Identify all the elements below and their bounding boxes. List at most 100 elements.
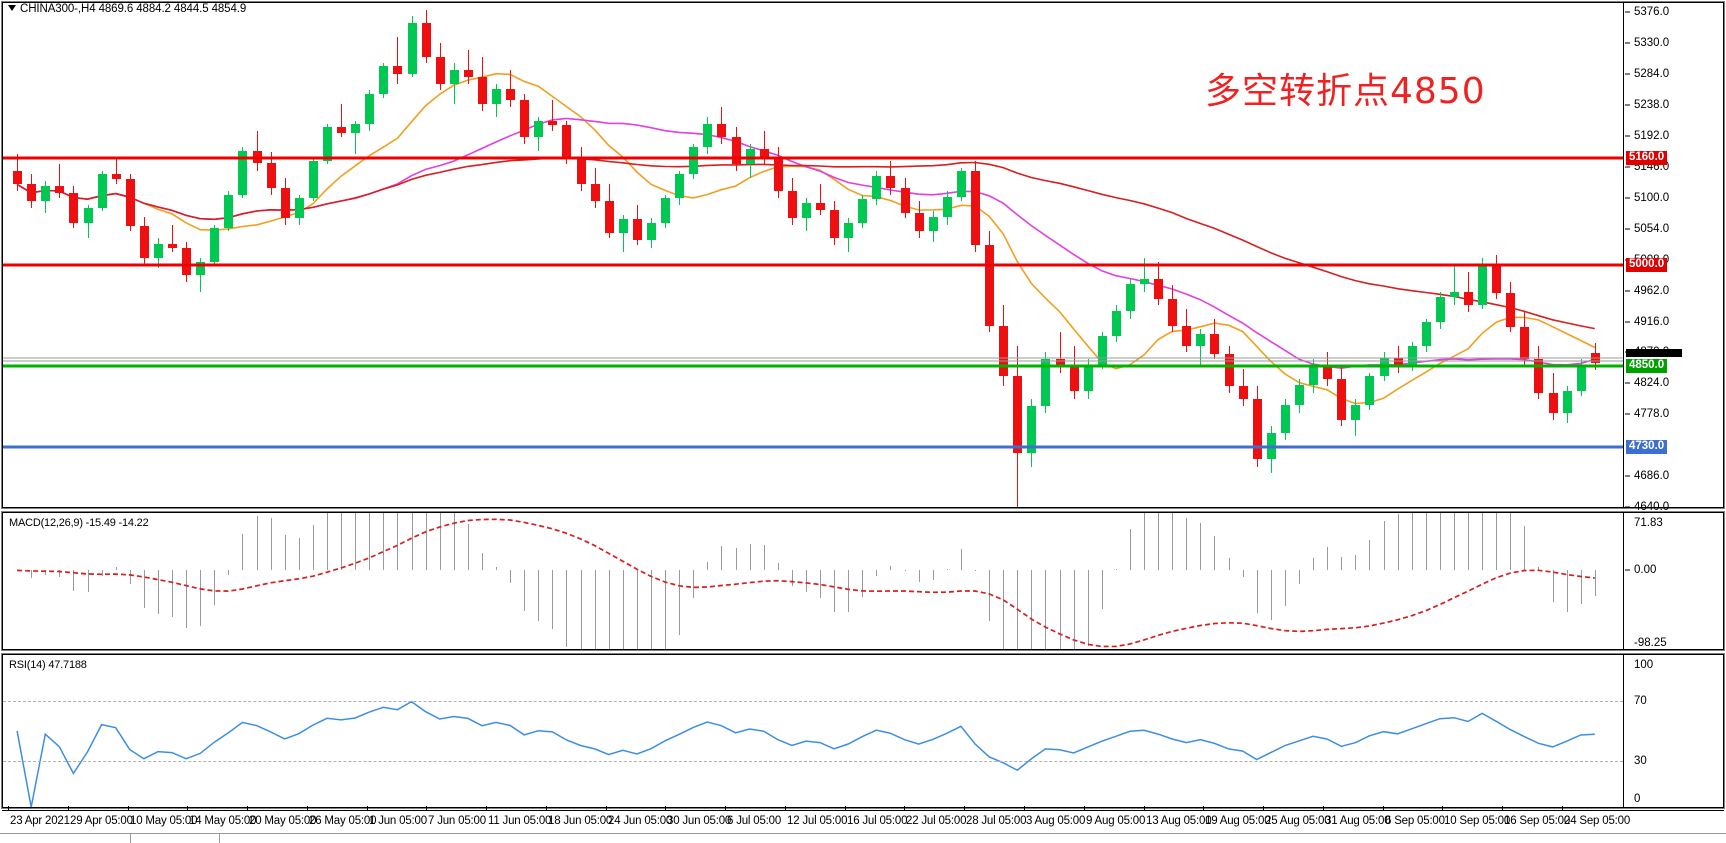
macd-hist-bar: [581, 570, 582, 649]
macd-hist-bar: [933, 570, 934, 581]
macd-tick-label: -98.25: [1634, 637, 1667, 649]
price-tick-label: 4962.0: [1634, 284, 1670, 297]
macd-hist-bar: [200, 570, 201, 626]
macd-hist-bar: [1003, 570, 1004, 649]
level-line-pivot-4850[interactable]: [3, 364, 1623, 368]
rsi-tick-label: 0: [1634, 793, 1641, 805]
time-tick-label: 28 Jul 05:00: [966, 815, 1027, 827]
rsi-plot-area[interactable]: [3, 655, 1623, 807]
triangle-down-icon[interactable]: [8, 5, 16, 11]
macd-hist-bar: [369, 513, 370, 571]
level-line-resistance-5160[interactable]: [3, 156, 1623, 160]
price-chart-panel[interactable]: 5376.0 5330.0 5284.0 5238.0 5192.0 5146.0 5100…: [1, 1, 1725, 513]
macd-hist-bar: [440, 513, 441, 571]
macd-hist-bar: [17, 570, 18, 572]
price-badge-pivot-4850[interactable]: 4850.0: [1626, 358, 1668, 373]
time-tick-label: 29 Apr 05:00: [70, 815, 133, 827]
macd-plot-area[interactable]: [3, 513, 1623, 649]
time-tick-mark: [665, 806, 666, 811]
macd-tick-label: 71.83: [1634, 517, 1663, 529]
macd-hist-bar: [806, 570, 807, 593]
price-tick-label: 4824.0: [1634, 377, 1670, 390]
time-tick-label: 6 Sep 05:00: [1385, 815, 1445, 827]
rsi-gridline-oversold: [3, 761, 1623, 763]
level-line-support-4730[interactable]: [3, 445, 1623, 449]
macd-panel[interactable]: 71.83 0.00 -98.25 MACD(12,26,9) -15.49 -14…: [1, 511, 1725, 651]
time-tick-label: 19 Aug 05:00: [1205, 815, 1271, 827]
macd-hist-bar: [679, 570, 680, 635]
macd-hist-bar: [412, 513, 413, 571]
macd-hist-bar: [59, 570, 60, 577]
price-badge-resistance-5160[interactable]: 5160.0: [1626, 150, 1668, 165]
macd-hist-bar: [299, 538, 300, 571]
macd-hist-bar: [524, 570, 525, 612]
price-tick-mark: [1625, 475, 1630, 477]
macd-hist-bar: [1186, 517, 1187, 571]
time-tick-mark: [426, 806, 427, 811]
macd-hist-bar: [1496, 513, 1497, 571]
price-tick-mark: [1625, 104, 1630, 106]
macd-hist-bar: [707, 562, 708, 571]
macd-hist-bar: [975, 570, 976, 572]
macd-hist-bar: [1074, 570, 1075, 649]
time-tick-label: 23 Apr 2021: [10, 815, 70, 827]
time-tick-label: 1 Jun 05:00: [369, 815, 427, 827]
rsi-label: RSI(14) 47.7188: [9, 659, 87, 671]
rsi-axis[interactable]: 100 70 30 0: [1623, 655, 1723, 807]
time-tick-label: 26 May 05:00: [309, 815, 377, 827]
macd-hist-bar: [1243, 570, 1244, 577]
macd-hist-bar: [1468, 513, 1469, 571]
price-tick-mark: [1625, 382, 1630, 384]
macd-hist-bar: [313, 524, 314, 571]
macd-hist-bar: [1327, 547, 1328, 571]
macd-hist-bar: [1482, 513, 1483, 571]
macd-hist-bar: [510, 570, 511, 584]
bottom-tab[interactable]: [130, 834, 220, 843]
macd-hist-bar: [45, 570, 46, 576]
macd-hist-bar: [1398, 513, 1399, 571]
macd-hist-bar: [1172, 513, 1173, 571]
macd-hist-bar: [482, 552, 483, 571]
time-tick-mark: [845, 806, 846, 811]
time-axis[interactable]: 23 Apr 2021 29 Apr 05:00 10 May 05:00 14 Ma…: [2, 806, 1724, 832]
price-tick-mark: [1625, 11, 1630, 13]
time-tick-label: 25 Aug 05:00: [1265, 815, 1331, 827]
macd-hist-bar: [665, 570, 666, 649]
level-line-resistance-5000[interactable]: [3, 263, 1623, 267]
macd-hist-bar: [1045, 570, 1046, 649]
macd-hist-bar: [1384, 520, 1385, 571]
price-tick-label: 5238.0: [1634, 99, 1670, 112]
macd-hist-bar: [961, 549, 962, 571]
macd-hist-bar: [1017, 570, 1018, 649]
macd-hist-bar: [31, 570, 32, 579]
time-tick-label: 16 Sep 05:00: [1504, 815, 1571, 827]
macd-hist-bar: [862, 570, 863, 598]
macd-hist-bar: [214, 570, 215, 606]
macd-hist-bar: [1299, 570, 1300, 585]
macd-hist-bar: [778, 562, 779, 571]
time-tick-mark: [785, 806, 786, 811]
macd-hist-bar: [1271, 570, 1272, 620]
macd-hist-bar: [1440, 513, 1441, 571]
macd-hist-bar: [989, 570, 990, 621]
macd-hist-bar: [947, 569, 948, 571]
time-tick-label: 31 Aug 05:00: [1325, 815, 1391, 827]
time-tick-mark: [964, 806, 965, 811]
price-badge-support-4730[interactable]: 4730.0: [1626, 439, 1668, 454]
price-badge-resistance-5000[interactable]: 5000.0: [1626, 258, 1668, 273]
macd-hist-bar: [552, 570, 553, 629]
macd-hist-bar: [1214, 535, 1215, 571]
rsi-panel[interactable]: 100 70 30 0 RSI(14) 47.7188: [1, 653, 1725, 809]
macd-hist-bar: [1031, 570, 1032, 649]
macd-axis[interactable]: 71.83 0.00 -98.25: [1623, 513, 1723, 649]
macd-hist-bar: [905, 570, 906, 572]
macd-hist-bar: [1200, 522, 1201, 571]
price-tick-label: 5100.0: [1634, 191, 1670, 204]
price-tick-label: 4916.0: [1634, 315, 1670, 328]
macd-hist-bar: [426, 513, 427, 571]
macd-hist-bar: [834, 570, 835, 613]
price-axis[interactable]: 5376.0 5330.0 5284.0 5238.0 5192.0 5146.0 5100…: [1623, 3, 1723, 513]
macd-hist-bar: [538, 570, 539, 622]
macd-hist-bar: [820, 570, 821, 598]
